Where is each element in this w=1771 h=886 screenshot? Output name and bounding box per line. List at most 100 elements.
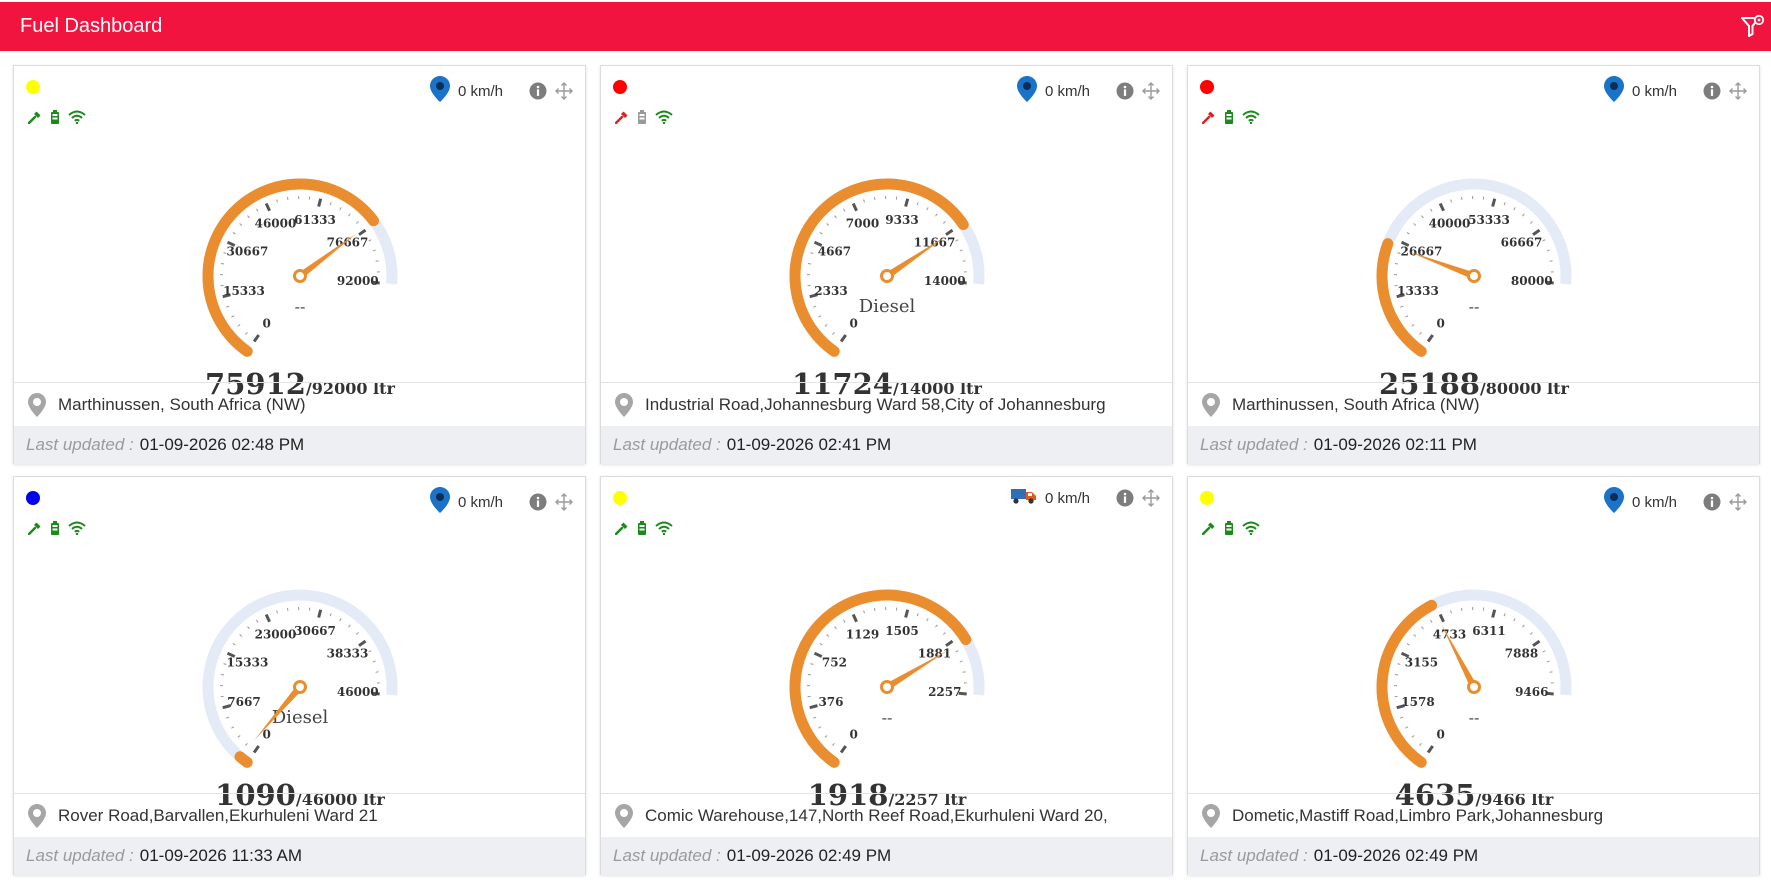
info-icon[interactable] xyxy=(1116,489,1134,507)
gauge-major-tick xyxy=(904,609,910,618)
fuel-reading: 4635/9466 ltr xyxy=(1395,778,1554,807)
fuel-reading: 11724/14000 ltr xyxy=(792,367,982,396)
gauge-tick-label: 7667 xyxy=(227,695,260,709)
status-dot xyxy=(1200,491,1214,505)
tank-card-6: 0 km/h 0 1578 3155 4733 6311 7888 9466 -- 4635/9… xyxy=(1187,476,1760,875)
move-drag-icon[interactable] xyxy=(1729,82,1747,100)
status-dot xyxy=(26,80,40,94)
gauge-minor-tick xyxy=(1450,199,1452,203)
gauge-tick-label: 2333 xyxy=(814,284,847,298)
device-status-icons xyxy=(28,110,86,124)
gauge-minor-tick xyxy=(916,613,919,617)
gauge-minor-tick xyxy=(1406,643,1410,646)
gauge-minor-tick xyxy=(1421,215,1424,219)
gauge-tick-label: 4733 xyxy=(1433,627,1466,641)
ignition-key-icon xyxy=(615,111,628,124)
gauge-minor-tick xyxy=(375,260,379,262)
gauge-minor-tick xyxy=(237,324,241,327)
speed-value: 0 km/h xyxy=(457,82,503,100)
gauge-tick-label: 752 xyxy=(822,655,847,669)
device-status-icons xyxy=(1202,110,1260,124)
gauge-major-tick xyxy=(945,639,954,647)
gauge-tick-label: 30667 xyxy=(227,244,269,258)
gauge-tick-label: 15333 xyxy=(223,284,265,298)
last-updated-row: Last updated : 01-09-2026 02:48 PM xyxy=(14,426,585,464)
gauge-minor-tick xyxy=(819,643,823,646)
signal-wifi-icon xyxy=(655,521,673,535)
move-drag-icon[interactable] xyxy=(1142,82,1160,100)
gauge-hub xyxy=(880,680,894,694)
gauge-minor-tick xyxy=(832,742,835,746)
gauge-minor-tick xyxy=(926,618,929,622)
gauge-minor-tick xyxy=(1400,305,1404,308)
move-drag-icon[interactable] xyxy=(1142,489,1160,507)
location-pin-gray-icon xyxy=(28,803,46,828)
gauge-major-tick xyxy=(1438,202,1445,212)
app-header: Fuel Dashboard xyxy=(0,2,1771,51)
gauge-major-tick xyxy=(958,280,967,285)
gauge-center-label: -- xyxy=(882,708,893,727)
gauge-minor-tick xyxy=(226,305,230,308)
location-row: Comic Warehouse,147,North Reef Road,Ekur… xyxy=(601,793,1172,837)
gauge-tick-label: 40000 xyxy=(1429,216,1471,230)
battery-icon xyxy=(638,110,646,124)
gauge-tick-label: 23000 xyxy=(255,627,297,641)
gauge-tick-label: 14000 xyxy=(924,274,966,288)
speed-value: 0 km/h xyxy=(1631,493,1677,511)
gauge-minor-tick xyxy=(329,613,332,617)
gauge-minor-tick xyxy=(1405,726,1409,729)
info-icon[interactable] xyxy=(1116,82,1134,100)
gauge-fill xyxy=(789,589,972,768)
location-pin-icon xyxy=(429,76,450,102)
gauge-minor-tick xyxy=(1397,252,1401,254)
gauge-minor-tick xyxy=(1411,324,1415,327)
device-status-icons xyxy=(615,110,673,124)
gauge-major-tick xyxy=(252,334,260,343)
gauge-minor-tick xyxy=(1413,634,1417,637)
info-icon[interactable] xyxy=(529,82,547,100)
gauge-minor-tick xyxy=(962,260,966,262)
gauge-minor-tick xyxy=(962,671,966,673)
gauge-fill xyxy=(1376,599,1438,768)
gauge-major-tick xyxy=(904,198,910,207)
gauge-minor-tick xyxy=(1542,239,1546,242)
gauge-fill xyxy=(202,178,379,357)
gauge-fill xyxy=(789,178,969,357)
gauge-minor-tick xyxy=(1450,610,1452,614)
gauge-minor-tick xyxy=(237,735,241,738)
gauge-minor-tick xyxy=(1411,735,1415,738)
gauge-minor-tick xyxy=(863,610,865,614)
gauge-minor-tick xyxy=(368,239,372,242)
filter-settings-icon[interactable] xyxy=(1739,14,1765,40)
gauge-major-tick xyxy=(813,651,823,658)
move-drag-icon[interactable] xyxy=(555,493,573,511)
move-drag-icon[interactable] xyxy=(555,82,573,100)
ignition-key-icon xyxy=(28,522,41,535)
gauge-major-tick xyxy=(1396,704,1405,710)
status-dot xyxy=(613,491,627,505)
location-text: Industrial Road,Johannesburg Ward 58,Cit… xyxy=(645,394,1106,414)
gauge-minor-tick xyxy=(818,315,822,318)
location-row: Rover Road,Barvallen,Ekurhuleni Ward 21 xyxy=(14,793,585,837)
gauge-tick-label: 1578 xyxy=(1401,695,1434,709)
gauge-tick-label: 66667 xyxy=(1501,236,1543,250)
location-pin-gray-icon xyxy=(28,392,46,417)
tank-card-4: 0 km/h 0 7667 15333 23000 30667 38333 46000 Die… xyxy=(13,476,586,875)
gauge-tick-label: 7000 xyxy=(846,216,879,230)
location-pin-gray-icon xyxy=(615,392,633,417)
status-dot xyxy=(1200,80,1214,94)
info-icon[interactable] xyxy=(1703,493,1721,511)
gauge-minor-tick xyxy=(1400,716,1404,719)
gauge-minor-tick xyxy=(942,632,946,635)
last-updated-label: Last updated : xyxy=(1200,435,1308,454)
move-drag-icon[interactable] xyxy=(1729,493,1747,511)
info-icon[interactable] xyxy=(529,493,547,511)
ignition-key-icon xyxy=(1202,111,1215,124)
truck-icon xyxy=(1010,489,1036,504)
last-updated-row: Last updated : 01-09-2026 11:33 AM xyxy=(14,837,585,875)
ignition-key-icon xyxy=(28,111,41,124)
info-icon[interactable] xyxy=(1703,82,1721,100)
gauge-major-tick xyxy=(317,609,323,618)
